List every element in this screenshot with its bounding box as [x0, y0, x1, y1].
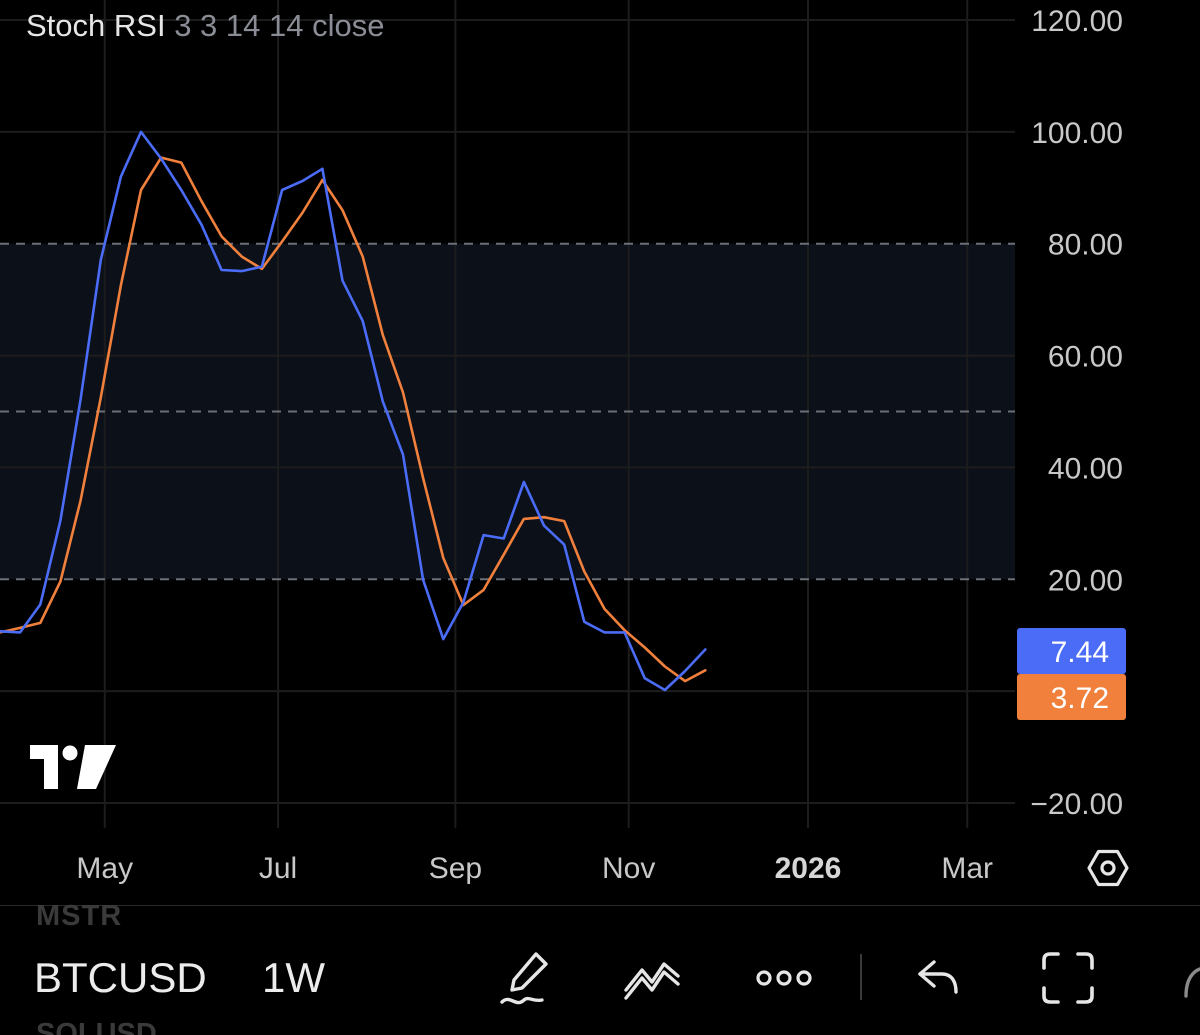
indicator-name: Stoch RSI	[26, 8, 166, 43]
stoch-rsi-chart[interactable]: 120.00 100.00 80.00 60.00 40.00 20.00 −20.00 M…	[0, 0, 1200, 905]
last-value-label: 3.72	[1051, 682, 1109, 715]
more-options-icon[interactable]	[752, 946, 816, 1010]
x-tick-label: Mar	[941, 852, 993, 885]
x-tick-label: May	[76, 852, 133, 885]
drawing-pen-icon[interactable]	[492, 946, 556, 1010]
symbol-name[interactable]: BTCUSD	[34, 954, 207, 1001]
overbought-oversold-band	[0, 243, 1015, 580]
y-tick-label: 60.00	[1048, 341, 1123, 374]
chart-settings-icon[interactable]	[1087, 849, 1129, 887]
y-tick-label: 40.00	[1048, 452, 1123, 485]
symbol-picker-prev[interactable]: MSTR	[36, 900, 123, 932]
interval-button[interactable]: 1W	[262, 954, 325, 1001]
series-line-k	[0, 130, 707, 692]
indicator-params: 3 3 14 14 close	[174, 8, 385, 43]
undo-icon[interactable]	[906, 946, 970, 1010]
x-tick-label: Jul	[259, 852, 297, 885]
y-tick-label: 80.00	[1048, 229, 1123, 262]
partial-toolbar-icon[interactable]	[1172, 946, 1200, 1010]
x-tick-label: Sep	[429, 852, 482, 885]
last-value-badge	[1017, 674, 1126, 720]
symbol-picker-next[interactable]: SOLUSD	[36, 1018, 157, 1035]
bottom-toolbar: MSTR BTCUSD SOLUSD 1W	[0, 900, 1200, 1035]
y-tick-label: 20.00	[1048, 564, 1123, 597]
tradingview-logo	[30, 745, 116, 789]
toolbar-divider	[860, 954, 862, 1000]
indicator-legend[interactable]: Stoch RSI 3 3 14 14 close	[26, 8, 384, 44]
y-tick-label: 120.00	[1031, 5, 1123, 38]
fullscreen-icon[interactable]	[1036, 946, 1100, 1010]
x-tick-label: 2026	[775, 852, 842, 885]
x-tick-label: Nov	[602, 852, 655, 885]
series-line-d	[0, 156, 707, 683]
indicators-icon[interactable]	[620, 946, 684, 1010]
last-value-badge	[1017, 628, 1126, 674]
y-tick-label: −20.00	[1030, 788, 1123, 821]
last-value-label: 7.44	[1051, 636, 1109, 669]
y-tick-label: 100.00	[1031, 117, 1123, 150]
